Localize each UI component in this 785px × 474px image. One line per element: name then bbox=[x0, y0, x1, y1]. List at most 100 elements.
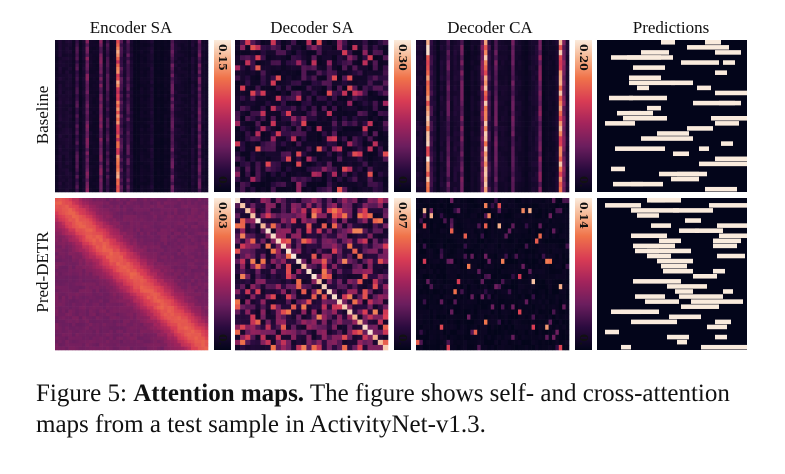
heatmap-cell bbox=[72, 231, 76, 236]
heatmap-cell bbox=[531, 141, 536, 147]
heatmap-cell bbox=[167, 225, 171, 229]
heatmap-cell bbox=[204, 90, 209, 95]
heatmap-cell bbox=[82, 185, 86, 189]
heatmap-cell bbox=[419, 121, 424, 127]
heatmap-cell bbox=[362, 176, 368, 183]
heatmap-cell bbox=[184, 104, 188, 108]
heatmap-cell bbox=[92, 117, 97, 122]
heatmap-cell bbox=[112, 127, 117, 132]
heatmap-cell bbox=[255, 55, 261, 61]
heatmap-cell bbox=[467, 171, 471, 178]
heatmap-cell bbox=[55, 87, 59, 91]
heatmap-cell bbox=[119, 245, 124, 249]
heatmap-cell bbox=[429, 85, 434, 91]
heatmap-cell bbox=[177, 231, 182, 236]
heatmap-cell bbox=[174, 127, 178, 132]
heatmap-cell bbox=[422, 65, 427, 71]
heatmap-cell bbox=[177, 100, 182, 105]
heatmap-cell bbox=[55, 171, 59, 176]
heatmap-cell bbox=[153, 131, 158, 135]
heatmap-cell bbox=[362, 55, 368, 61]
heatmap-cell bbox=[180, 161, 185, 166]
heatmap-cell bbox=[456, 80, 461, 86]
heatmap-cell bbox=[477, 105, 481, 112]
heatmap-cell bbox=[357, 116, 363, 122]
heatmap-cell bbox=[116, 87, 120, 91]
heatmap-cell bbox=[170, 107, 175, 112]
heatmap-cell bbox=[446, 100, 451, 107]
heatmap-cell bbox=[119, 56, 124, 61]
heatmap-cell bbox=[170, 175, 175, 179]
heatmap-cell bbox=[58, 124, 63, 129]
heatmap-cell bbox=[163, 67, 168, 71]
heatmap-cell bbox=[92, 178, 97, 183]
heatmap-cell bbox=[119, 50, 124, 54]
heatmap-cell bbox=[180, 53, 185, 58]
heatmap-cell bbox=[429, 186, 434, 193]
heatmap-cell bbox=[463, 40, 468, 46]
heatmap-cell bbox=[119, 60, 124, 64]
heatmap-cell bbox=[157, 161, 161, 166]
heatmap-cell bbox=[167, 50, 171, 54]
heatmap-cell bbox=[109, 70, 114, 75]
heatmap-baseline-decoder-sa bbox=[235, 40, 389, 193]
heatmap-cell bbox=[136, 218, 141, 222]
heatmap-cell bbox=[194, 171, 199, 176]
heatmap-cell bbox=[545, 116, 549, 122]
heatmap-cell bbox=[552, 176, 556, 183]
heatmap-cell bbox=[78, 53, 83, 58]
heatmap-cell bbox=[170, 40, 175, 44]
heatmap-cell bbox=[61, 228, 66, 233]
heatmap-cell bbox=[177, 154, 182, 159]
heatmap-cell bbox=[463, 105, 468, 112]
heatmap-cell bbox=[143, 171, 148, 176]
heatmap-cell bbox=[357, 40, 363, 46]
heatmap-cell bbox=[545, 65, 549, 71]
heatmap-cell bbox=[112, 53, 117, 58]
heatmap-cell bbox=[180, 100, 185, 105]
heatmap-cell bbox=[191, 73, 195, 78]
heatmap-cell bbox=[552, 90, 556, 97]
heatmap-cell bbox=[416, 156, 420, 162]
heatmap-cell bbox=[112, 188, 117, 193]
heatmap-cell bbox=[426, 65, 430, 71]
heatmap-cell bbox=[82, 161, 86, 166]
heatmap-cell bbox=[565, 151, 570, 157]
heatmap-cell bbox=[337, 80, 343, 86]
heatmap-cell bbox=[487, 181, 492, 188]
heatmap-cell bbox=[160, 218, 165, 222]
heatmap-cell bbox=[494, 75, 498, 81]
heatmap-cell bbox=[163, 201, 168, 206]
heatmap-cell bbox=[306, 146, 312, 152]
heatmap-cell bbox=[382, 45, 389, 51]
heatmap-cell bbox=[270, 186, 277, 193]
heatmap-cell bbox=[126, 127, 131, 132]
heatmap-cell bbox=[133, 43, 137, 48]
heatmap-cell bbox=[95, 104, 100, 108]
heatmap-cell bbox=[501, 131, 505, 137]
heatmap-cell bbox=[377, 171, 384, 178]
heatmap-cell bbox=[106, 148, 110, 152]
heatmap-cell bbox=[191, 46, 195, 51]
heatmap-cell bbox=[146, 185, 151, 189]
heatmap-cell bbox=[321, 186, 328, 193]
heatmap-cell bbox=[160, 158, 165, 162]
heatmap-cell bbox=[95, 127, 100, 132]
heatmap-cell bbox=[92, 73, 97, 78]
heatmap-cell bbox=[265, 65, 271, 71]
heatmap-cell bbox=[116, 171, 120, 176]
heatmap-cell bbox=[112, 231, 117, 236]
heatmap-cell bbox=[204, 107, 209, 112]
heatmap-cell bbox=[484, 50, 488, 56]
heatmap-cell bbox=[61, 137, 66, 142]
heatmap-cell bbox=[180, 134, 185, 139]
heatmap-cell bbox=[191, 178, 195, 183]
heatmap-cell bbox=[443, 75, 447, 81]
heatmap-cell bbox=[514, 105, 519, 112]
heatmap-cell bbox=[163, 73, 168, 78]
heatmap-cell bbox=[545, 40, 549, 46]
heatmap-cell bbox=[460, 65, 464, 71]
heatmap-cell bbox=[494, 136, 498, 142]
heatmap-cell bbox=[306, 136, 312, 142]
heatmap-cell bbox=[321, 110, 328, 117]
